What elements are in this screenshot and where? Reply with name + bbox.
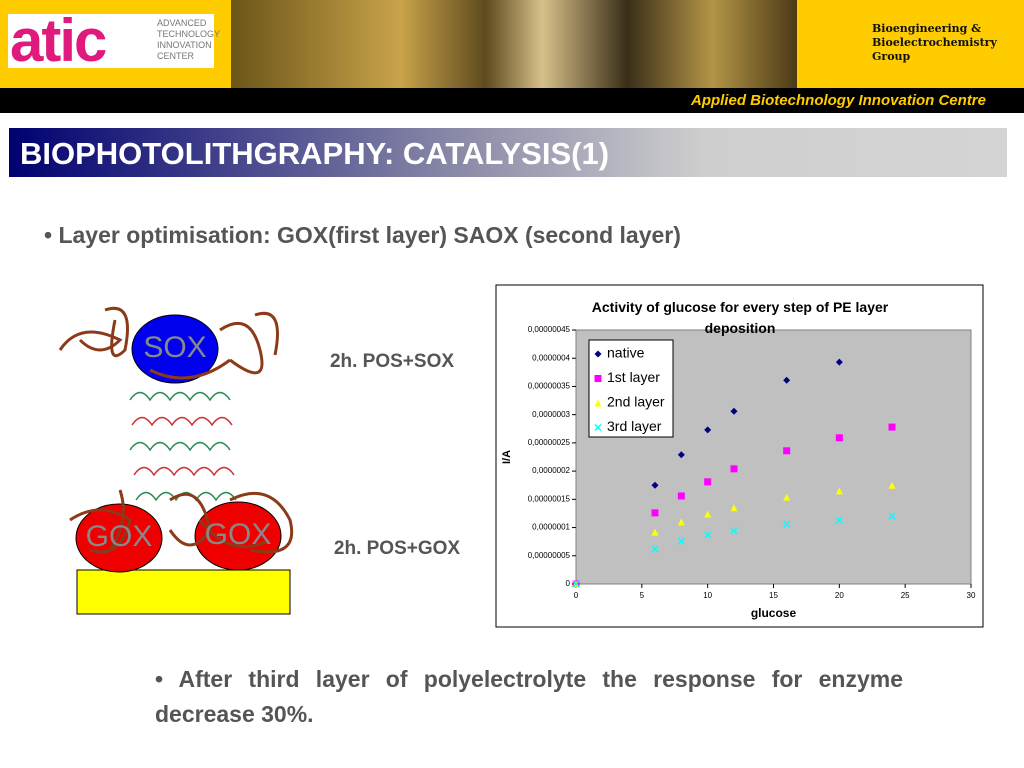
banner-text: Applied Biotechnology Innovation Centre — [690, 92, 986, 109]
legend-marker — [594, 375, 602, 382]
enzyme — [131, 314, 219, 384]
marker — [730, 527, 738, 535]
caption-line: CENTER — [157, 51, 195, 61]
x-axis-label: glucose — [751, 606, 797, 620]
marker — [835, 434, 843, 442]
photo-strip — [231, 0, 797, 88]
caption-line: INNOVATION — [157, 40, 212, 50]
marker — [888, 481, 896, 489]
logo-box — [8, 14, 214, 68]
y-tick-label: 0,0000004 — [532, 353, 570, 362]
legend-label: native — [607, 345, 645, 361]
polyelectrolyte — [129, 391, 237, 502]
title-bar — [9, 128, 1007, 177]
marker — [783, 493, 791, 501]
y-tick-label: 0,00000025 — [528, 438, 571, 447]
enzyme-label: GOX — [205, 518, 272, 551]
step-label: 2h. POS+SOX — [330, 351, 454, 372]
y-axis-label: I/A — [501, 450, 513, 464]
marker — [783, 376, 791, 384]
step-label: 2h. POS+GOX — [334, 538, 461, 559]
bullet-text: After third layer of polyelectrolyte the… — [155, 666, 904, 727]
enzyme-label: SOX — [143, 331, 206, 364]
marker — [783, 447, 791, 455]
marker — [677, 492, 685, 500]
y-tick-label: 0,0000003 — [532, 410, 570, 419]
legend-marker — [594, 423, 602, 432]
y-tick-label: 0,00000005 — [528, 551, 571, 560]
marker — [835, 516, 843, 524]
legend-marker — [594, 399, 602, 407]
chains — [58, 307, 293, 554]
caption-line: ADVANCED — [157, 18, 207, 28]
marker — [651, 528, 659, 536]
marker — [704, 478, 712, 486]
group-name: Bioengineering & Bioelectrochemistry Gro… — [872, 22, 997, 64]
banner — [0, 88, 1024, 113]
marker — [704, 426, 712, 434]
y-tick-label: 0,00000015 — [528, 494, 571, 503]
marker — [677, 451, 685, 459]
marker — [651, 509, 659, 517]
bullet: • After third layer of polyelectrolyte t… — [155, 666, 904, 727]
logo-caption: ADVANCED TECHNOLOGY INNOVATION CENTER — [157, 18, 220, 62]
marker — [704, 531, 712, 539]
group-line: Bioengineering & — [872, 22, 982, 35]
x-tick-label: 20 — [835, 591, 844, 600]
y-tick-label: 0,00000045 — [528, 325, 571, 334]
enzyme — [75, 503, 163, 573]
bullet: • Layer optimisation: GOX(first layer) S… — [44, 222, 681, 248]
marker — [704, 510, 712, 518]
x-tick-label: 30 — [967, 591, 976, 600]
x-tick-label: 5 — [640, 591, 645, 600]
y-tick-label: 0,00000035 — [528, 382, 571, 391]
chart-title: Activity of glucose for every step of PE… — [591, 299, 889, 336]
bullet-text: Layer optimisation: GOX(first layer) SAO… — [58, 222, 681, 248]
legend-box — [588, 339, 674, 438]
marker — [783, 520, 791, 528]
substrate — [76, 569, 291, 615]
marker — [572, 580, 580, 588]
x-tick-label: 10 — [703, 591, 712, 600]
marker — [888, 512, 896, 520]
group-line: Bioelectrochemistry — [872, 36, 997, 49]
marker — [730, 504, 738, 512]
marker — [651, 481, 659, 489]
logo: atic — [10, 7, 107, 74]
caption-line: TECHNOLOGY — [157, 29, 221, 39]
legend-label: 2nd layer — [607, 394, 665, 410]
marker — [888, 423, 896, 431]
marker — [730, 465, 738, 473]
legend-marker — [594, 350, 602, 358]
marker — [835, 487, 843, 495]
x-tick-label: 15 — [769, 591, 778, 600]
enzyme-label: GOX — [86, 520, 153, 553]
marker — [730, 407, 738, 415]
y-tick-label: 0,0000001 — [532, 523, 570, 532]
group-line: Group — [872, 50, 911, 63]
x-tick-label: 0 — [574, 591, 579, 600]
marker — [835, 358, 843, 366]
y-tick-label: 0,0000002 — [532, 466, 570, 475]
legend-label: 1st layer — [607, 369, 660, 385]
x-tick-label: 25 — [901, 591, 910, 600]
y-tick-label: 0 — [566, 579, 571, 588]
marker — [677, 518, 685, 526]
slide-title: BIOPHOTOLITHGRAPHY: CATALYSIS(1) — [20, 136, 610, 171]
marker — [677, 537, 685, 545]
marker — [651, 545, 659, 553]
legend-label: 3rd layer — [607, 418, 662, 434]
